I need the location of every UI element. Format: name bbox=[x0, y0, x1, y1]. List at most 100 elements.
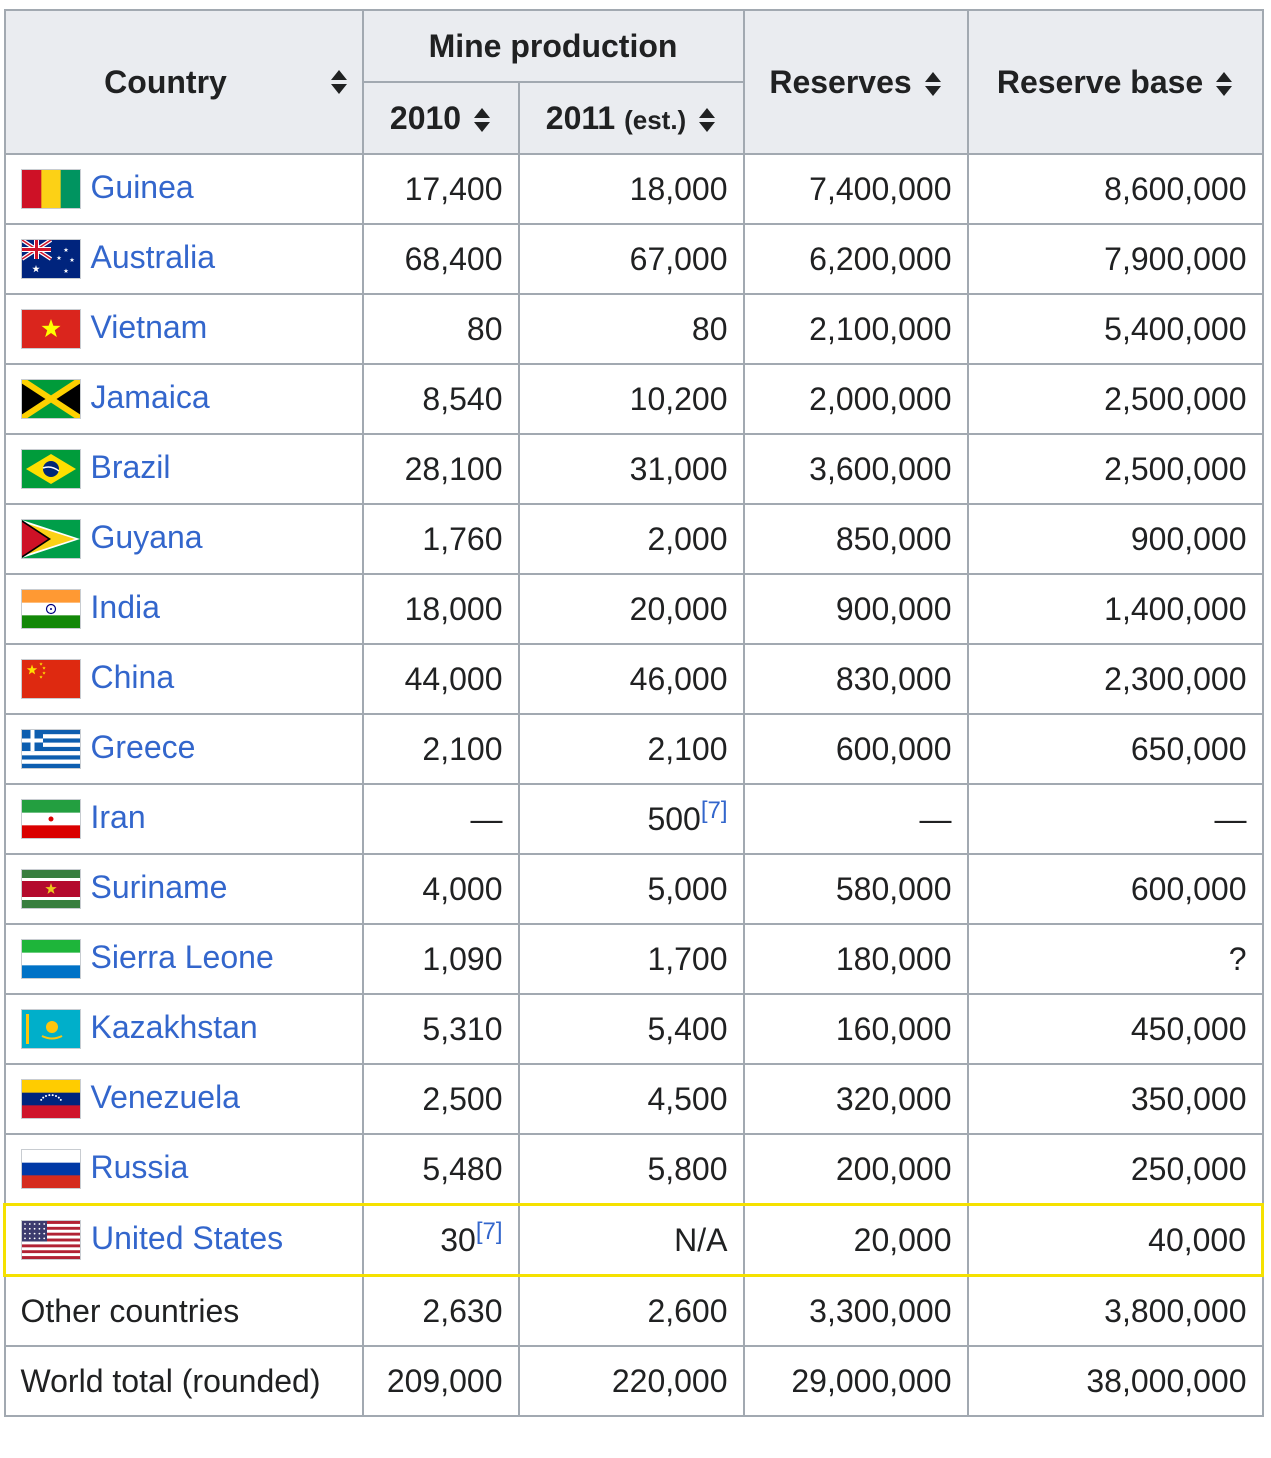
production-2010-cell: 2,100 bbox=[361, 713, 520, 785]
country-link[interactable]: Venezuela bbox=[90, 1079, 240, 1116]
reserve-base-cell: 7,900,000 bbox=[966, 223, 1264, 295]
production-2010-cell: 30[7] bbox=[361, 1203, 520, 1277]
reference-link[interactable]: [7] bbox=[475, 1217, 503, 1245]
sort-icon[interactable] bbox=[924, 71, 942, 97]
flag-united-states-icon bbox=[21, 1219, 81, 1260]
reserve-base-cell: 600,000 bbox=[966, 853, 1264, 925]
country-link[interactable]: Jamaica bbox=[90, 379, 210, 416]
production-2010-cell-value: 209,000 bbox=[386, 1362, 503, 1399]
country-link[interactable]: Kazakhstan bbox=[90, 1009, 258, 1046]
reserves-cell-value: 200,000 bbox=[835, 1150, 952, 1187]
country-link[interactable]: Suriname bbox=[90, 869, 228, 906]
production-2010-cell-value: 80 bbox=[466, 310, 503, 347]
reserves-cell: 600,000 bbox=[742, 713, 969, 785]
reserve-base-cell-value: 650,000 bbox=[1130, 730, 1247, 767]
reserve-base-cell-value: 1,400,000 bbox=[1104, 590, 1247, 627]
reserve-base-cell: 650,000 bbox=[966, 713, 1264, 785]
country-link[interactable]: Guinea bbox=[90, 169, 194, 206]
reserves-cell-value: 7,400,000 bbox=[809, 170, 952, 207]
reserves-cell: 2,000,000 bbox=[742, 363, 969, 435]
country-cell: Kazakhstan bbox=[3, 993, 364, 1065]
reserve-base-cell-value: 2,500,000 bbox=[1104, 380, 1247, 417]
reserves-cell: 20,000 bbox=[742, 1203, 969, 1277]
reserve-base-cell: ? bbox=[966, 923, 1264, 995]
production-2011-cell: 18,000 bbox=[517, 153, 745, 225]
reserve-base-cell-value: 2,500,000 bbox=[1104, 450, 1247, 487]
reserves-cell: 3,600,000 bbox=[742, 433, 969, 505]
country-cell: Suriname bbox=[3, 853, 364, 925]
reserves-cell: 850,000 bbox=[742, 503, 969, 575]
column-header-country[interactable]: Country bbox=[3, 9, 364, 155]
country-cell: Russia bbox=[3, 1133, 364, 1206]
reserve-base-cell-value: — bbox=[1214, 800, 1247, 837]
column-header-2011-note: (est.) bbox=[624, 104, 687, 135]
production-2010-cell-value: 18,000 bbox=[404, 590, 503, 627]
table-body: Guinea 17,400 18,000 7,400,000 8,600,000 Aust… bbox=[3, 153, 1265, 1417]
flag-guinea-icon bbox=[20, 168, 81, 209]
production-2010-cell-value: — bbox=[470, 800, 503, 837]
country-link[interactable]: Greece bbox=[90, 729, 196, 766]
table-row: Australia 68,400 67,000 6,200,000 7,900,000 bbox=[3, 223, 1264, 295]
reserves-cell-value: 2,000,000 bbox=[809, 380, 952, 417]
production-2010-cell: 5,480 bbox=[361, 1133, 520, 1206]
production-2011-cell-value: 2,600 bbox=[647, 1292, 728, 1329]
column-header-reserves[interactable]: Reserves bbox=[742, 9, 969, 155]
reserve-base-cell: 2,500,000 bbox=[966, 433, 1264, 505]
country-link[interactable]: India bbox=[90, 589, 160, 626]
reserve-base-cell-value: 38,000,000 bbox=[1086, 1362, 1247, 1399]
reserves-cell-value: 29,000,000 bbox=[791, 1362, 952, 1399]
flag-russia-icon bbox=[20, 1148, 81, 1189]
flag-kazakhstan-icon bbox=[20, 1008, 81, 1049]
reserves-cell: 6,200,000 bbox=[742, 223, 969, 295]
table-row: Jamaica 8,540 10,200 2,000,000 2,500,000 bbox=[3, 363, 1264, 435]
reserve-base-cell: 40,000 bbox=[966, 1203, 1265, 1277]
production-2011-cell-value: N/A bbox=[674, 1221, 728, 1258]
production-2010-cell: 209,000 bbox=[361, 1345, 520, 1417]
country-link[interactable]: Sierra Leone bbox=[90, 939, 274, 976]
production-2011-cell-value: 1,700 bbox=[647, 940, 728, 977]
flag-suriname-icon bbox=[20, 868, 81, 909]
production-2010-cell-value: 5,310 bbox=[422, 1010, 503, 1047]
country-link[interactable]: Guyana bbox=[90, 519, 203, 556]
column-header-2010[interactable]: 2010 bbox=[361, 81, 520, 155]
country-link[interactable]: Iran bbox=[90, 799, 146, 836]
reserves-cell-value: 900,000 bbox=[835, 590, 952, 627]
country-cell: Brazil bbox=[3, 433, 364, 505]
reserves-cell: 160,000 bbox=[742, 993, 969, 1065]
table-row: Vietnam 80 80 2,100,000 5,400,000 bbox=[3, 293, 1264, 365]
table-row: Sierra Leone 1,090 1,700 180,000? bbox=[3, 923, 1264, 995]
production-2011-cell: 80 bbox=[517, 293, 745, 365]
country-link[interactable]: Russia bbox=[90, 1149, 189, 1186]
reserve-base-cell-value: 7,900,000 bbox=[1104, 240, 1247, 277]
production-2011-cell-value: 20,000 bbox=[629, 590, 728, 627]
reserve-base-cell-value: 450,000 bbox=[1130, 1010, 1247, 1047]
flag-guyana-icon bbox=[20, 518, 81, 559]
sort-icon[interactable] bbox=[1215, 71, 1233, 97]
country-link[interactable]: Brazil bbox=[90, 449, 171, 486]
production-2010-cell-value: 44,000 bbox=[404, 660, 503, 697]
sort-icon[interactable] bbox=[330, 69, 348, 95]
country-link[interactable]: Vietnam bbox=[90, 309, 208, 346]
column-header-reserves-label: Reserves bbox=[769, 63, 912, 100]
column-header-reserve-base-label: Reserve base bbox=[996, 63, 1204, 100]
column-header-2011[interactable]: 2011 (est.) bbox=[517, 81, 745, 155]
reserve-base-cell-value: 350,000 bbox=[1130, 1080, 1247, 1117]
reference-link[interactable]: [7] bbox=[700, 796, 728, 824]
production-2010-cell: 1,090 bbox=[361, 923, 520, 995]
production-2011-cell: 2,600 bbox=[517, 1274, 745, 1347]
reserves-cell: 180,000 bbox=[742, 923, 969, 995]
country-link[interactable]: United States bbox=[91, 1220, 284, 1257]
sort-icon[interactable] bbox=[698, 107, 716, 133]
column-header-reserve-base[interactable]: Reserve base bbox=[966, 9, 1264, 155]
country-link[interactable]: China bbox=[90, 659, 175, 696]
reserves-cell-value: 830,000 bbox=[835, 660, 952, 697]
country-link[interactable]: Australia bbox=[90, 239, 216, 276]
reserves-cell-value: 180,000 bbox=[835, 940, 952, 977]
country-cell: Venezuela bbox=[3, 1063, 364, 1135]
production-2011-cell: 2,000 bbox=[517, 503, 745, 575]
production-2011-cell-value: 31,000 bbox=[629, 450, 728, 487]
production-2011-cell: 46,000 bbox=[517, 643, 745, 715]
production-2010-cell: 1,760 bbox=[361, 503, 520, 575]
sort-icon[interactable] bbox=[473, 107, 491, 133]
reserve-base-cell-value: 900,000 bbox=[1130, 520, 1247, 557]
